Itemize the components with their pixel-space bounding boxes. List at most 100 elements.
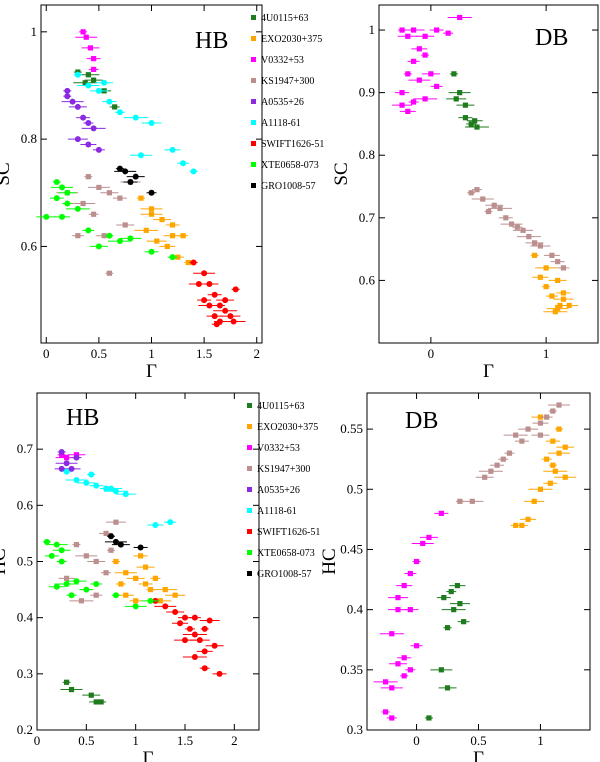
data-point	[552, 468, 558, 474]
data-point	[457, 14, 463, 21]
data-point	[148, 211, 155, 217]
plot-frame	[378, 4, 599, 344]
data-point	[73, 454, 80, 461]
data-point	[69, 98, 76, 105]
data-point	[457, 90, 463, 96]
data-point	[123, 570, 129, 576]
data-point	[190, 168, 197, 175]
legend-swatch	[247, 403, 252, 408]
data-point	[80, 200, 86, 207]
legend-label: A1118-61	[257, 506, 297, 517]
data-point	[227, 313, 234, 320]
legend-label: V0332+53	[257, 443, 300, 454]
y-tick-label: 0.6	[359, 272, 376, 287]
data-point	[112, 104, 118, 110]
legend-label: GRO1008-57	[261, 181, 315, 192]
data-point	[494, 462, 500, 468]
x-tick-label: 2	[231, 733, 238, 748]
data-point	[80, 114, 87, 121]
data-point	[407, 667, 413, 673]
data-point	[401, 582, 407, 589]
legend-label: A0535+26	[257, 485, 300, 496]
data-point	[162, 603, 169, 610]
x-axis-label: Γ	[143, 748, 154, 762]
data-point	[137, 152, 144, 159]
data-point	[438, 510, 444, 516]
data-point	[543, 284, 549, 290]
data-point	[118, 581, 124, 587]
data-point	[85, 227, 92, 234]
x-tick-label: 0	[43, 346, 50, 361]
data-point	[74, 103, 81, 110]
y-tick-label: 0.6	[17, 497, 34, 512]
data-point	[91, 211, 97, 217]
data-point	[211, 291, 218, 298]
data-point	[90, 125, 97, 132]
data-point	[519, 438, 525, 444]
legend-swatch	[247, 466, 252, 471]
data-point	[485, 208, 492, 215]
data-point	[159, 217, 165, 223]
data-point	[222, 307, 229, 314]
plot-frame	[366, 392, 591, 731]
data-point	[106, 190, 113, 196]
data-point	[395, 595, 401, 601]
y-tick-label: 0.2	[17, 722, 33, 737]
data-point	[191, 631, 198, 638]
data-point	[451, 71, 457, 77]
data-point	[63, 468, 70, 475]
data-point	[85, 120, 92, 127]
data-point	[211, 313, 218, 320]
data-point	[82, 80, 88, 86]
data-point	[132, 114, 139, 121]
data-point	[180, 233, 186, 239]
data-point	[519, 522, 525, 528]
data-point	[560, 290, 567, 296]
data-point	[480, 196, 486, 202]
data-point	[557, 302, 563, 309]
data-point	[103, 530, 109, 537]
data-point	[389, 685, 395, 691]
data-point	[191, 614, 198, 621]
data-point	[64, 87, 71, 94]
data-point	[196, 637, 203, 644]
data-point	[78, 598, 84, 604]
data-point	[64, 93, 71, 100]
data-point	[399, 102, 405, 108]
data-point	[462, 115, 469, 121]
data-point	[420, 540, 426, 547]
data-point	[106, 98, 113, 105]
data-point	[444, 625, 451, 631]
data-point	[58, 448, 65, 455]
data-point	[410, 58, 417, 64]
data-point	[73, 542, 80, 548]
x-tick-label: 2	[253, 346, 260, 361]
legend-label: V0332+53	[261, 55, 304, 66]
data-point	[137, 544, 144, 551]
data-point	[472, 118, 478, 124]
data-point	[123, 592, 129, 598]
data-point	[113, 558, 119, 565]
x-tick-label: 0.5	[91, 346, 107, 361]
data-point	[560, 296, 567, 302]
data-point	[138, 195, 144, 201]
data-point	[142, 581, 149, 587]
data-point	[222, 297, 229, 304]
data-point	[399, 27, 405, 33]
data-point	[416, 77, 422, 83]
y-tick-label: 1	[31, 24, 38, 39]
data-point	[532, 252, 538, 258]
x-axis-label: Γ	[146, 361, 157, 382]
data-point	[532, 240, 538, 246]
y-tick-label: 0.3	[347, 722, 363, 737]
data-point	[64, 679, 70, 685]
data-point	[112, 488, 119, 495]
data-point	[410, 27, 417, 33]
data-point	[96, 184, 102, 191]
x-tick-label: 0.5	[78, 733, 94, 748]
plot-frame	[40, 4, 263, 344]
data-point	[566, 302, 572, 309]
x-tick-label: 0	[34, 733, 41, 748]
legend: 4U0115+63 EXO2030+375 V0332+53 KS1947+300 A0…	[247, 401, 320, 580]
data-point	[537, 243, 543, 249]
